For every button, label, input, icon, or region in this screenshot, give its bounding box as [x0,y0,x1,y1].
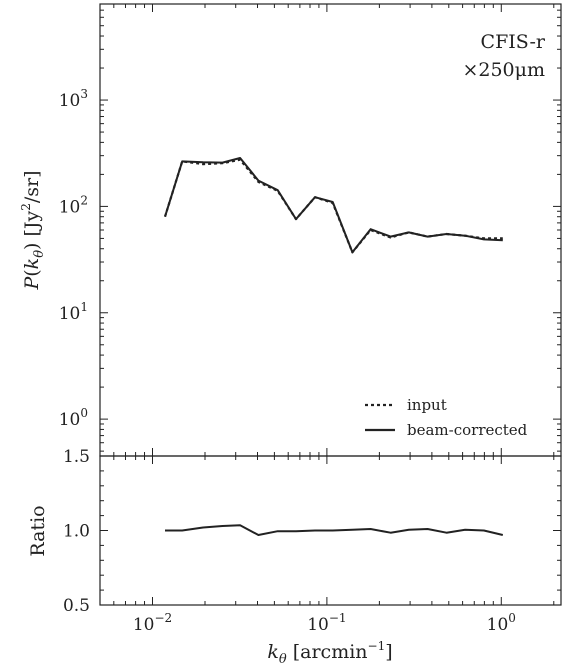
legend-label-input: input [407,396,447,414]
annotation-line-2: ×250μm [462,59,545,81]
annotation-line-1: CFIS-r [481,31,546,53]
top-panel-y-tick-labels: 100 101 102 103 [59,87,88,430]
ratio-panel-y-tick-labels: 0.5 1.0 1.5 [63,447,90,616]
series-line-ratio [165,524,504,536]
series-line-input [163,158,503,254]
top-panel-ticks [99,3,561,456]
x-axis-label: kθ [arcmin−1] [267,639,392,667]
x-tick-label: 10−2 [133,611,172,635]
x-tick-labels: 10−2 10−1 100 [133,611,516,635]
series-line-beam-corrected [164,157,503,254]
power-spectrum-panel: 100 101 102 103 P(kθ) [Jy2/sr] CFIS-r ×250μ… [19,3,562,457]
y-tick-label: 100 [59,406,88,430]
y-tick-label: 102 [59,193,88,217]
top-panel-series [163,157,503,254]
ratio-panel-series [165,524,504,536]
ratio-panel-y-axis-label: Ratio [27,505,49,556]
y-tick-label: 103 [59,87,88,111]
y-tick-label: 101 [59,300,88,324]
x-tick-label: 10−1 [307,611,346,635]
legend-label-beam-corrected: beam-corrected [407,421,528,439]
ratio-panel-frame [99,455,562,606]
x-tick-label: 100 [487,611,516,635]
ratio-y-tick-label: 0.5 [63,596,90,616]
ratio-y-tick-label: 1.0 [63,522,90,542]
top-panel-y-axis-label: P(kθ) [Jy2/sr] [19,170,47,290]
legend: input beam-corrected [365,396,528,439]
ratio-y-tick-label: 1.5 [63,447,90,467]
ratio-panel: 0.5 1.0 1.5 10−2 10−1 100 Ratio kθ [arcmin−1… [27,447,562,667]
